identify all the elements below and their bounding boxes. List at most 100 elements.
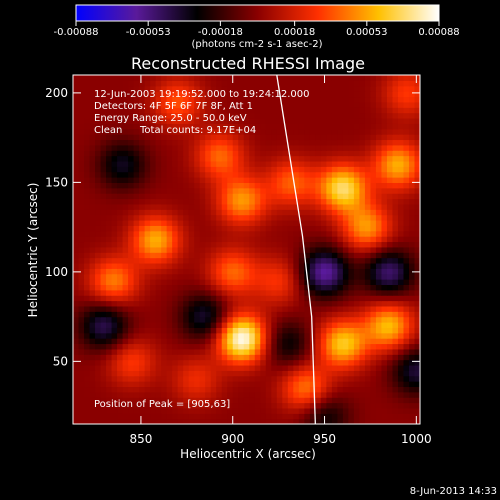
heatmap-cell — [243, 279, 250, 285]
heatmap-cell — [348, 305, 355, 312]
heatmap-cell — [95, 364, 102, 371]
heatmap-cell — [249, 354, 256, 361]
heatmap-cell — [117, 413, 124, 420]
heatmap-cell — [84, 160, 91, 167]
heatmap-cell — [205, 230, 212, 237]
heatmap-cell — [205, 193, 212, 200]
heatmap-cell — [265, 75, 272, 81]
heatmap-cell — [117, 370, 124, 377]
heatmap-cell — [276, 225, 283, 232]
heatmap-cell — [128, 375, 135, 382]
heatmap-cell — [348, 316, 355, 323]
heatmap-cell — [155, 273, 162, 280]
heatmap-cell — [370, 262, 377, 269]
heatmap-cell — [353, 139, 361, 146]
heatmap-cell — [287, 370, 294, 377]
heatmap-cell — [326, 354, 333, 361]
heatmap-cell — [73, 91, 80, 98]
heatmap-cell — [326, 279, 333, 285]
heatmap-cell — [386, 75, 394, 81]
heatmap-cell — [166, 225, 173, 232]
heatmap-cell — [84, 101, 91, 108]
heatmap-cell — [183, 316, 190, 323]
heatmap-cell — [210, 273, 217, 280]
heatmap-cell — [221, 375, 228, 382]
heatmap-cell — [232, 155, 239, 162]
heatmap-cell — [177, 295, 184, 302]
heatmap-cell — [392, 257, 399, 264]
heatmap-cell — [364, 289, 372, 296]
heatmap-cell — [243, 150, 250, 157]
heatmap-cell — [122, 144, 129, 151]
heatmap-cell — [150, 375, 157, 382]
heatmap-cell — [243, 354, 250, 361]
heatmap-cell — [265, 268, 272, 275]
heatmap-cell — [315, 295, 322, 302]
heatmap-cell — [331, 327, 338, 334]
heatmap-cell — [100, 117, 107, 124]
heatmap-cell — [375, 225, 383, 232]
heatmap-cell — [293, 171, 300, 178]
heatmap-cell — [359, 123, 366, 130]
heatmap-cell — [194, 407, 201, 414]
heatmap-cell — [89, 316, 96, 323]
heatmap-cell — [320, 300, 327, 307]
heatmap-cell — [249, 203, 256, 210]
heatmap-cell — [194, 101, 201, 108]
heatmap-cell — [177, 101, 184, 108]
heatmap-cell — [370, 418, 377, 424]
heatmap-cell — [78, 273, 85, 280]
heatmap-cell — [381, 236, 388, 243]
heatmap-cell — [364, 305, 372, 312]
heatmap-cell — [78, 177, 85, 183]
heatmap-cell — [370, 252, 377, 259]
heatmap-cell — [106, 219, 113, 226]
heatmap-cell — [254, 418, 261, 424]
heatmap-cell — [155, 413, 162, 420]
heatmap-cell — [155, 332, 162, 339]
heatmap-cell — [337, 268, 344, 275]
heatmap-cell — [133, 166, 140, 173]
heatmap-cell — [216, 166, 223, 173]
heatmap-cell — [408, 413, 416, 420]
heatmap-cell — [172, 316, 179, 323]
heatmap-cell — [227, 284, 234, 291]
heatmap-cell — [111, 418, 118, 424]
heatmap-cell — [304, 139, 311, 146]
heatmap-cell — [331, 203, 338, 210]
heatmap-cell — [331, 364, 338, 371]
heatmap-cell — [111, 391, 118, 398]
heatmap-cell — [265, 101, 272, 108]
heatmap-cell — [177, 85, 184, 92]
heatmap-cell — [139, 397, 146, 404]
heatmap-cell — [364, 166, 372, 173]
heatmap-cell — [265, 96, 272, 103]
heatmap-cell — [172, 370, 179, 377]
heatmap-cell — [249, 418, 256, 424]
heatmap-cell — [304, 252, 311, 259]
heatmap-cell — [95, 300, 102, 307]
heatmap-cell — [111, 166, 118, 173]
heatmap-cell — [183, 219, 190, 226]
heatmap-cell — [161, 375, 168, 382]
heatmap-cell — [392, 230, 399, 237]
heatmap-cell — [260, 273, 267, 280]
heatmap-cell — [331, 402, 338, 409]
heatmap-cell — [265, 80, 272, 87]
heatmap-cell — [210, 101, 217, 108]
heatmap-cell — [205, 101, 212, 108]
heatmap-cell — [150, 370, 157, 377]
heatmap-cell — [232, 160, 239, 167]
heatmap-cell — [348, 80, 355, 87]
heatmap-cell — [128, 381, 135, 388]
heatmap-cell — [298, 241, 305, 248]
heatmap-cell — [227, 273, 234, 280]
heatmap-cell — [337, 230, 344, 237]
heatmap-cell — [326, 273, 333, 280]
heatmap-cell — [337, 236, 344, 243]
heatmap-cell — [95, 198, 102, 205]
heatmap-cell — [408, 171, 416, 178]
heatmap-cell — [73, 386, 80, 393]
heatmap-cell — [381, 85, 388, 92]
heatmap-cell — [364, 370, 372, 377]
